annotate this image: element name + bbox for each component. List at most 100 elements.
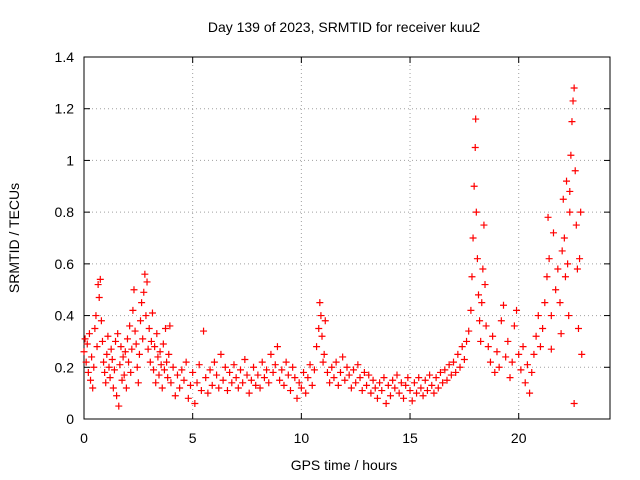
data-point <box>254 371 262 379</box>
data-point <box>189 368 197 376</box>
y-axis-label: SRMTID / TECUs <box>6 183 22 293</box>
data-point <box>95 293 103 301</box>
data-point <box>493 348 501 356</box>
data-point <box>352 379 360 387</box>
x-tick-label: 5 <box>189 430 197 446</box>
y-tick-label: 0 <box>66 411 74 427</box>
data-point <box>243 371 251 379</box>
data-point <box>176 384 184 392</box>
data-point <box>278 366 286 374</box>
data-point <box>104 332 112 340</box>
data-point <box>491 368 499 376</box>
x-axis: 0 5 10 15 20 <box>80 57 527 446</box>
data-point <box>94 281 102 289</box>
data-point <box>191 399 199 407</box>
data-point <box>82 358 90 366</box>
data-point <box>256 384 264 392</box>
y-tick-label: 1.4 <box>55 49 75 65</box>
data-point <box>250 363 258 371</box>
plot-frame <box>83 56 611 420</box>
data-point <box>284 371 292 379</box>
data-point <box>472 115 480 123</box>
data-point <box>515 350 523 358</box>
data-point <box>234 384 242 392</box>
data-point <box>481 281 489 289</box>
data-point <box>164 374 172 382</box>
data-point <box>484 343 492 351</box>
data-point <box>330 374 338 382</box>
data-point <box>145 325 153 332</box>
data-point <box>247 376 255 384</box>
data-point <box>143 278 151 286</box>
data-point <box>138 299 146 307</box>
data-point <box>419 392 427 400</box>
data-point <box>354 361 362 369</box>
data-point <box>547 312 555 320</box>
data-point <box>258 358 266 366</box>
data-point <box>472 208 480 216</box>
data-point <box>510 322 518 330</box>
data-point <box>497 317 505 325</box>
data-point <box>90 363 98 371</box>
data-point <box>98 337 106 345</box>
data-point <box>80 348 88 356</box>
data-point <box>139 335 147 343</box>
data-point <box>91 325 99 332</box>
data-point <box>230 361 238 369</box>
data-point <box>476 317 484 325</box>
data-point <box>141 270 149 278</box>
y-tick-label: 0.2 <box>55 359 75 375</box>
data-point <box>574 325 582 332</box>
data-point <box>530 350 538 358</box>
data-point <box>105 363 113 371</box>
data-point <box>439 379 447 387</box>
data-point <box>391 384 399 392</box>
data-point <box>556 299 564 307</box>
data-point <box>135 350 143 358</box>
data-point <box>273 343 281 351</box>
data-point <box>343 363 351 371</box>
data-point <box>441 366 449 374</box>
data-point <box>206 366 214 374</box>
data-point <box>469 234 477 242</box>
data-point <box>373 394 381 402</box>
data-point <box>468 273 476 281</box>
data-point <box>132 340 140 348</box>
y-tick-label: 0.6 <box>55 256 75 272</box>
data-point <box>159 340 167 348</box>
data-point <box>88 353 96 361</box>
data-point <box>323 368 331 376</box>
data-point <box>552 286 560 294</box>
data-point <box>328 363 336 371</box>
data-point <box>545 255 553 263</box>
data-point <box>93 343 101 351</box>
data-point <box>157 361 165 369</box>
data-point <box>382 399 390 407</box>
data-point <box>304 374 312 382</box>
data-point <box>316 299 324 307</box>
data-point <box>563 177 571 185</box>
data-point <box>202 374 210 382</box>
data-point <box>470 182 478 190</box>
data-point <box>566 208 574 216</box>
data-point <box>109 384 117 392</box>
data-point <box>226 368 234 376</box>
data-point <box>276 376 284 384</box>
data-point <box>260 374 268 382</box>
data-point <box>130 286 138 294</box>
data-point <box>570 84 578 92</box>
data-point <box>83 340 91 348</box>
data-point <box>173 371 181 379</box>
data-point <box>123 335 131 343</box>
data-point <box>504 337 512 345</box>
data-point <box>536 343 544 351</box>
data-point <box>293 394 301 402</box>
data-point <box>239 379 247 387</box>
data-point <box>282 358 290 366</box>
data-point <box>317 312 325 320</box>
data-point <box>308 381 316 389</box>
data-point <box>471 144 479 151</box>
data-point <box>543 273 551 281</box>
data-point <box>208 381 216 389</box>
data-point <box>85 330 93 338</box>
